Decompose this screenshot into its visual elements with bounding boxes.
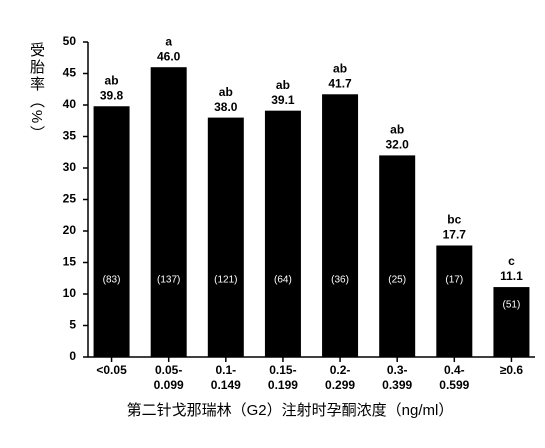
- value-label: 17.7: [443, 228, 467, 242]
- x-tick-label: 0.199: [268, 378, 298, 392]
- x-tick-label: 0.099: [154, 378, 184, 392]
- count-label: (17): [445, 275, 463, 286]
- bar: [493, 287, 530, 357]
- bar: [379, 155, 416, 357]
- bar: [436, 245, 473, 357]
- value-label: 39.8: [100, 88, 124, 102]
- value-label: 41.7: [328, 76, 352, 90]
- x-tick-label: 0.15-: [269, 363, 296, 377]
- count-label: (51): [503, 300, 521, 311]
- value-label: 46.0: [157, 49, 181, 63]
- bar: [150, 67, 187, 357]
- y-tick-label: 50: [63, 34, 77, 48]
- y-axis-label: 受胎率（%）: [28, 42, 45, 142]
- bar: [322, 94, 359, 357]
- significance-letter: a: [165, 34, 172, 48]
- bar: [207, 117, 244, 357]
- y-tick-label: 40: [63, 97, 77, 111]
- x-tick-label: 0.299: [325, 378, 355, 392]
- bar: [264, 110, 301, 357]
- x-tick-label: 0.3-: [387, 363, 408, 377]
- significance-letter: ab: [390, 123, 404, 137]
- y-tick-label: 35: [63, 129, 77, 143]
- value-label: 11.1: [500, 269, 523, 283]
- bar: [93, 106, 130, 357]
- count-label: (36): [331, 275, 349, 286]
- y-tick-label: 25: [63, 192, 77, 206]
- significance-letter: ab: [333, 61, 347, 75]
- significance-letter: ab: [276, 78, 290, 92]
- value-label: 38.0: [214, 100, 238, 114]
- significance-letter: bc: [447, 213, 461, 227]
- y-tick-label: 0: [69, 349, 76, 363]
- y-tick-label: 5: [69, 318, 76, 332]
- count-label: (64): [274, 275, 292, 286]
- x-axis-label: 第二针戈那瑞林（G2）注射时孕酮浓度（ng/ml）: [127, 401, 454, 419]
- count-label: (25): [388, 275, 406, 286]
- significance-letter: ab: [105, 73, 119, 87]
- y-tick-label: 15: [63, 255, 77, 269]
- x-tick-label: <0.05: [96, 363, 127, 377]
- count-label: (121): [214, 275, 237, 286]
- value-label: 32.0: [386, 138, 410, 152]
- x-tick-label: 0.1-: [215, 363, 236, 377]
- x-tick-label: 0.05-: [155, 363, 182, 377]
- y-tick-label: 30: [63, 160, 77, 174]
- y-tick-label: 20: [63, 223, 77, 237]
- value-label: 39.1: [271, 93, 295, 107]
- significance-letter: ab: [219, 85, 233, 99]
- y-tick-label: 45: [63, 66, 77, 80]
- significance-letter: c: [508, 254, 515, 268]
- x-tick-label: ≥0.6: [500, 363, 524, 377]
- x-tick-label: 0.2-: [330, 363, 351, 377]
- x-tick-label: 0.399: [382, 378, 412, 392]
- count-label: (137): [157, 275, 180, 286]
- x-tick-label: 0.599: [439, 378, 469, 392]
- count-label: (83): [103, 275, 121, 286]
- x-tick-label: 0.4-: [444, 363, 465, 377]
- y-tick-label: 10: [63, 286, 77, 300]
- x-tick-label: 0.149: [211, 378, 241, 392]
